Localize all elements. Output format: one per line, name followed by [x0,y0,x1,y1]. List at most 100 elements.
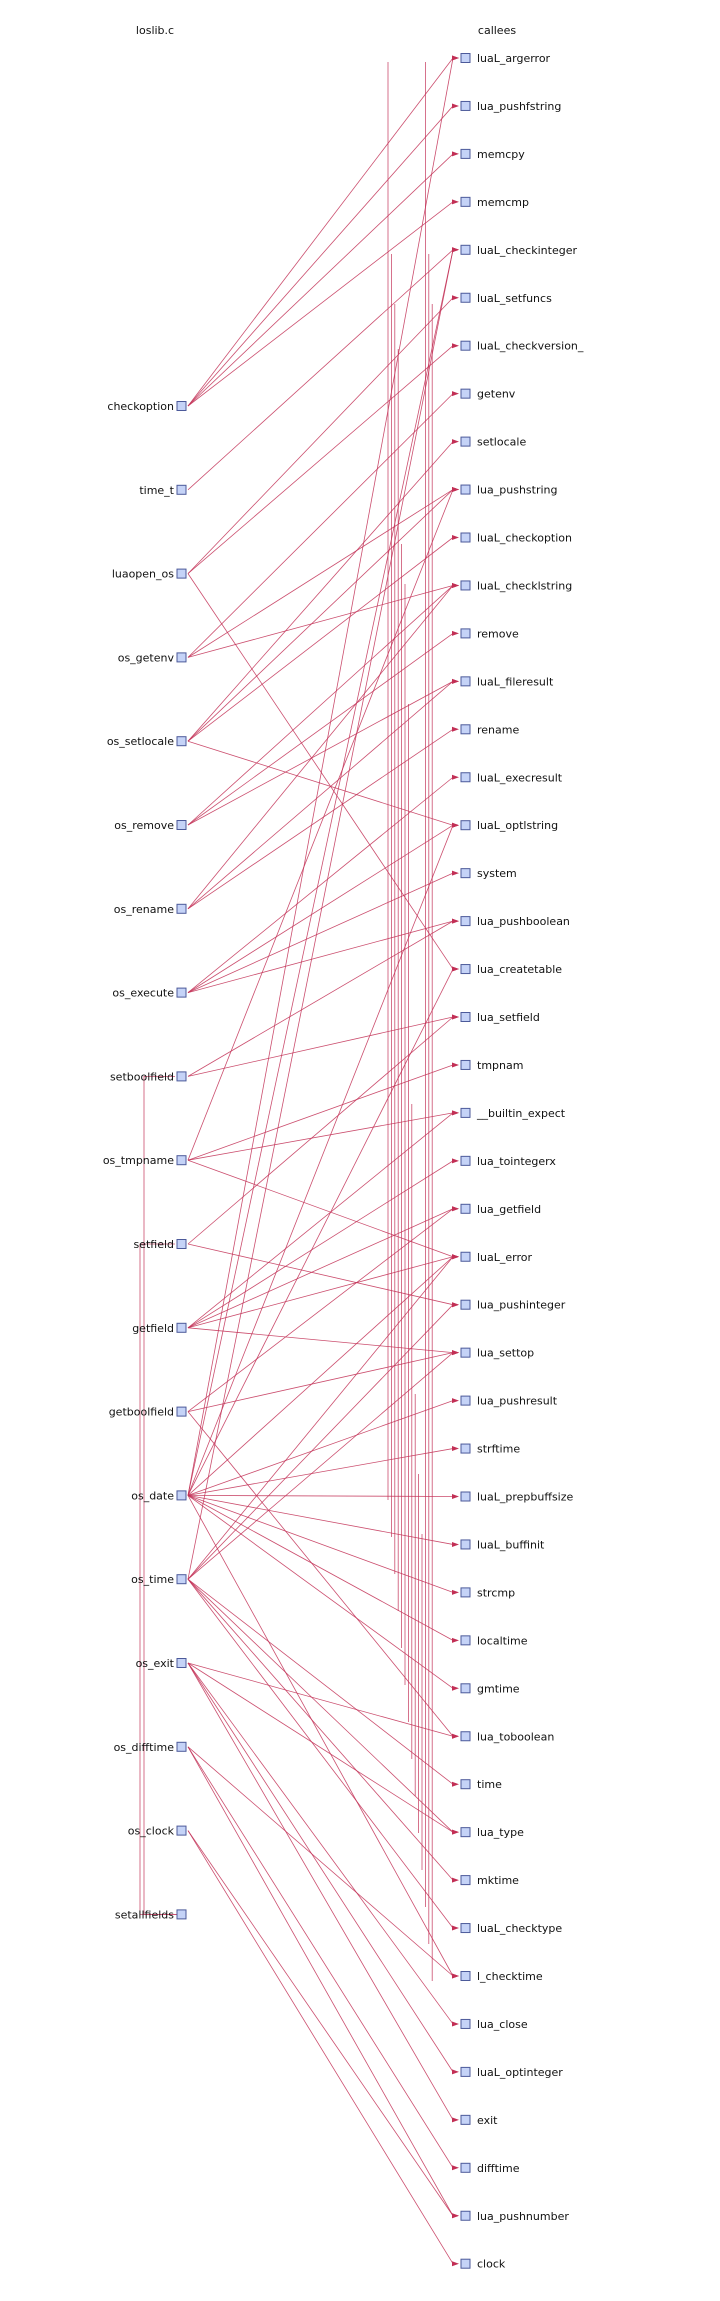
callee-node-luaL-checktype[interactable]: luaL_checktype [460,1922,562,1935]
node-box[interactable] [460,1971,471,1981]
node-box[interactable] [460,772,471,783]
node-box[interactable] [460,1875,471,1886]
node-box[interactable] [176,736,187,747]
callee-node-luaL-prepbuffsize[interactable]: luaL_prepbuffsize [460,1491,574,1504]
node-box[interactable] [460,148,471,159]
callee-node-exit[interactable]: exit [460,2114,498,2127]
caller-node-os-difftime[interactable]: os_difftime [114,1741,187,1754]
callee-node-luaL-checkversion-[interactable]: luaL_checkversion_ [460,340,584,353]
node-box[interactable] [460,868,471,879]
callee-node-mktime[interactable]: mktime [460,1874,519,1887]
node-box[interactable] [460,2114,471,2125]
node-box[interactable] [460,820,471,831]
caller-node-os-tmpname[interactable]: os_tmpname [103,1154,187,1167]
node-box[interactable] [460,532,471,543]
callee-node-lua-close[interactable]: lua_close [460,2018,528,2031]
node-box[interactable] [460,292,471,303]
callee-node-luaL-fileresult[interactable]: luaL_fileresult [460,675,554,688]
callee-node-luaL-checkoption[interactable]: luaL_checkoption [460,532,572,545]
node-box[interactable] [460,1731,471,1742]
node-box[interactable] [460,916,471,927]
node-box[interactable] [460,676,471,687]
node-box[interactable] [460,1779,471,1790]
callee-node-lua-pushstring[interactable]: lua_pushstring [460,484,558,497]
callee-node-l-checktime[interactable]: l_checktime [460,1970,543,1983]
callee-node-luaL-checklstring[interactable]: luaL_checklstring [460,579,572,592]
callee-node-lua-settop[interactable]: lua_settop [460,1347,534,1360]
callee-node-lua-pushresult[interactable]: lua_pushresult [460,1395,558,1408]
callee-node-rename[interactable]: rename [460,723,519,736]
node-box[interactable] [460,2066,471,2077]
caller-node-getfield[interactable]: getfield [132,1322,187,1335]
node-box[interactable] [176,1490,187,1501]
node-box[interactable] [460,1012,471,1022]
caller-node-os-date[interactable]: os_date [131,1489,187,1502]
node-box[interactable] [460,196,471,207]
node-box[interactable] [460,100,471,111]
node-box[interactable] [460,2210,471,2221]
node-box[interactable] [176,903,187,914]
node-box[interactable] [176,1825,187,1836]
node-box[interactable] [460,1539,471,1550]
callee-node-remove[interactable]: remove [460,627,519,640]
node-box[interactable] [460,1155,471,1166]
caller-node-os-clock[interactable]: os_clock [128,1825,187,1838]
callee-node-lua-createtable[interactable]: lua_createtable [460,963,562,976]
node-box[interactable] [460,1203,471,1214]
node-box[interactable] [460,2018,471,2029]
caller-node-getboolfield[interactable]: getboolfield [109,1406,187,1419]
node-box[interactable] [176,1658,187,1668]
caller-node-setallfields[interactable]: setallfields [115,1908,187,1921]
callee-node-luaL-buffinit[interactable]: luaL_buffinit [460,1538,545,1551]
node-box[interactable] [460,628,471,639]
callee-node-lua-setfield[interactable]: lua_setfield [460,1011,540,1024]
node-box[interactable] [460,484,471,495]
callee-node-strftime[interactable]: strftime [460,1443,520,1456]
callee-node-strcmp[interactable]: strcmp [460,1586,515,1599]
node-box[interactable] [176,1909,187,1920]
node-box[interactable] [460,1923,471,1934]
node-box[interactable] [460,964,471,975]
callee-node-system[interactable]: system [460,867,517,880]
callee-node-lua-pushnumber[interactable]: lua_pushnumber [460,2210,569,2223]
callee-node-lua-toboolean[interactable]: lua_toboolean [460,1730,554,1743]
callee-node-lua-pushfstring[interactable]: lua_pushfstring [460,100,561,113]
callee-node-luaL-argerror[interactable]: luaL_argerror [460,52,551,65]
node-box[interactable] [460,1251,471,1262]
callee-node-lua-pushboolean[interactable]: lua_pushboolean [460,915,570,928]
caller-node-os-exit[interactable]: os_exit [136,1657,187,1670]
node-box[interactable] [176,1322,187,1333]
callee-node-luaL-execresult[interactable]: luaL_execresult [460,771,563,784]
node-box[interactable] [460,53,471,63]
callee-node-lua-type[interactable]: lua_type [460,1826,524,1839]
callee-node-luaL-error[interactable]: luaL_error [460,1251,533,1264]
node-box[interactable] [176,820,187,830]
node-box[interactable] [176,401,187,411]
callee-node-localtime[interactable]: localtime [460,1634,528,1647]
callee-node-luaL-setfuncs[interactable]: luaL_setfuncs [460,292,552,305]
callee-node-luaL-checkinteger[interactable]: luaL_checkinteger [460,244,577,257]
node-box[interactable] [176,484,187,495]
callee-node-memcpy[interactable]: memcpy [460,148,525,161]
caller-node-os-setlocale[interactable]: os_setlocale [107,735,187,748]
node-box[interactable] [460,1395,471,1406]
node-box[interactable] [176,1406,187,1417]
node-box[interactable] [176,1574,187,1585]
callee-node-time[interactable]: time [460,1778,502,1791]
node-box[interactable] [460,1107,471,1118]
caller-node-os-getenv[interactable]: os_getenv [118,651,187,664]
callee-node-setlocale[interactable]: setlocale [460,436,526,449]
node-box[interactable] [460,1347,471,1358]
node-box[interactable] [460,1299,471,1310]
node-box[interactable] [460,2162,471,2173]
callee-node---builtin-expect[interactable]: __builtin_expect [460,1107,566,1120]
callee-node-memcmp[interactable]: memcmp [460,196,529,209]
node-box[interactable] [460,244,471,255]
node-box[interactable] [460,1635,471,1646]
node-box[interactable] [176,652,187,663]
node-box[interactable] [460,1827,471,1838]
node-box[interactable] [460,1443,471,1454]
node-box[interactable] [176,1239,187,1249]
node-box[interactable] [176,1741,187,1752]
callee-node-clock[interactable]: clock [460,2258,506,2271]
